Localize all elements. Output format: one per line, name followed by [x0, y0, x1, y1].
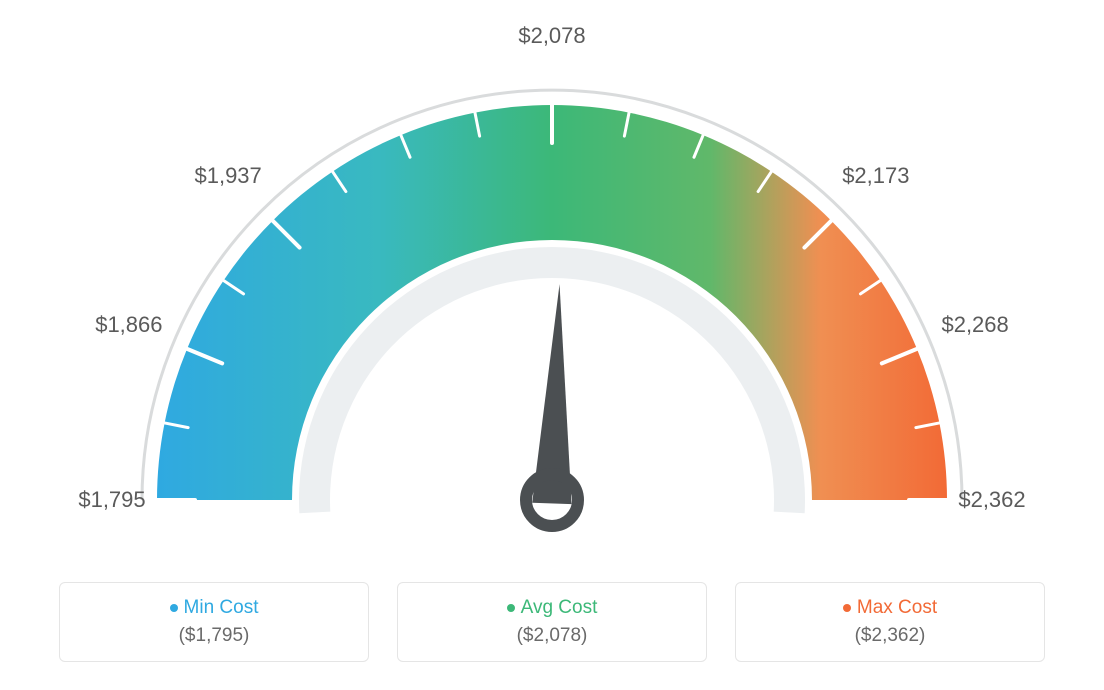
legend-dot-min: [170, 604, 178, 612]
legend-title-text-min: Min Cost: [184, 597, 259, 618]
gauge-chart: $1,795 $1,866 $1,937 $2,078 $2,173 $2,268 $2,3…: [0, 0, 1104, 560]
tick-label: $1,937: [194, 163, 261, 189]
legend-title-avg: Avg Cost: [408, 597, 696, 619]
legend-card-min: Min Cost ($1,795): [59, 582, 369, 662]
tick-label: $1,866: [95, 312, 162, 338]
cost-gauge-panel: $1,795 $1,866 $1,937 $2,078 $2,173 $2,268 $2,3…: [0, 0, 1104, 690]
legend-value-min: ($1,795): [70, 625, 358, 647]
gauge-svg: [0, 0, 1104, 560]
legend-dot-avg: [507, 604, 515, 612]
tick-label: $1,795: [78, 487, 145, 513]
legend-title-max: Max Cost: [746, 597, 1034, 619]
legend-card-max: Max Cost ($2,362): [735, 582, 1045, 662]
tick-label: $2,078: [518, 23, 585, 49]
legend-card-avg: Avg Cost ($2,078): [397, 582, 707, 662]
legend-dot-max: [843, 604, 851, 612]
tick-label: $2,362: [958, 487, 1025, 513]
legend-value-max: ($2,362): [746, 625, 1034, 647]
legend-row: Min Cost ($1,795) Avg Cost ($2,078) Max …: [0, 582, 1104, 662]
legend-title-text-avg: Avg Cost: [521, 597, 598, 618]
tick-label: $2,173: [842, 163, 909, 189]
tick-label: $2,268: [941, 312, 1008, 338]
legend-title-min: Min Cost: [70, 597, 358, 619]
legend-value-avg: ($2,078): [408, 625, 696, 647]
legend-title-text-max: Max Cost: [857, 597, 937, 618]
